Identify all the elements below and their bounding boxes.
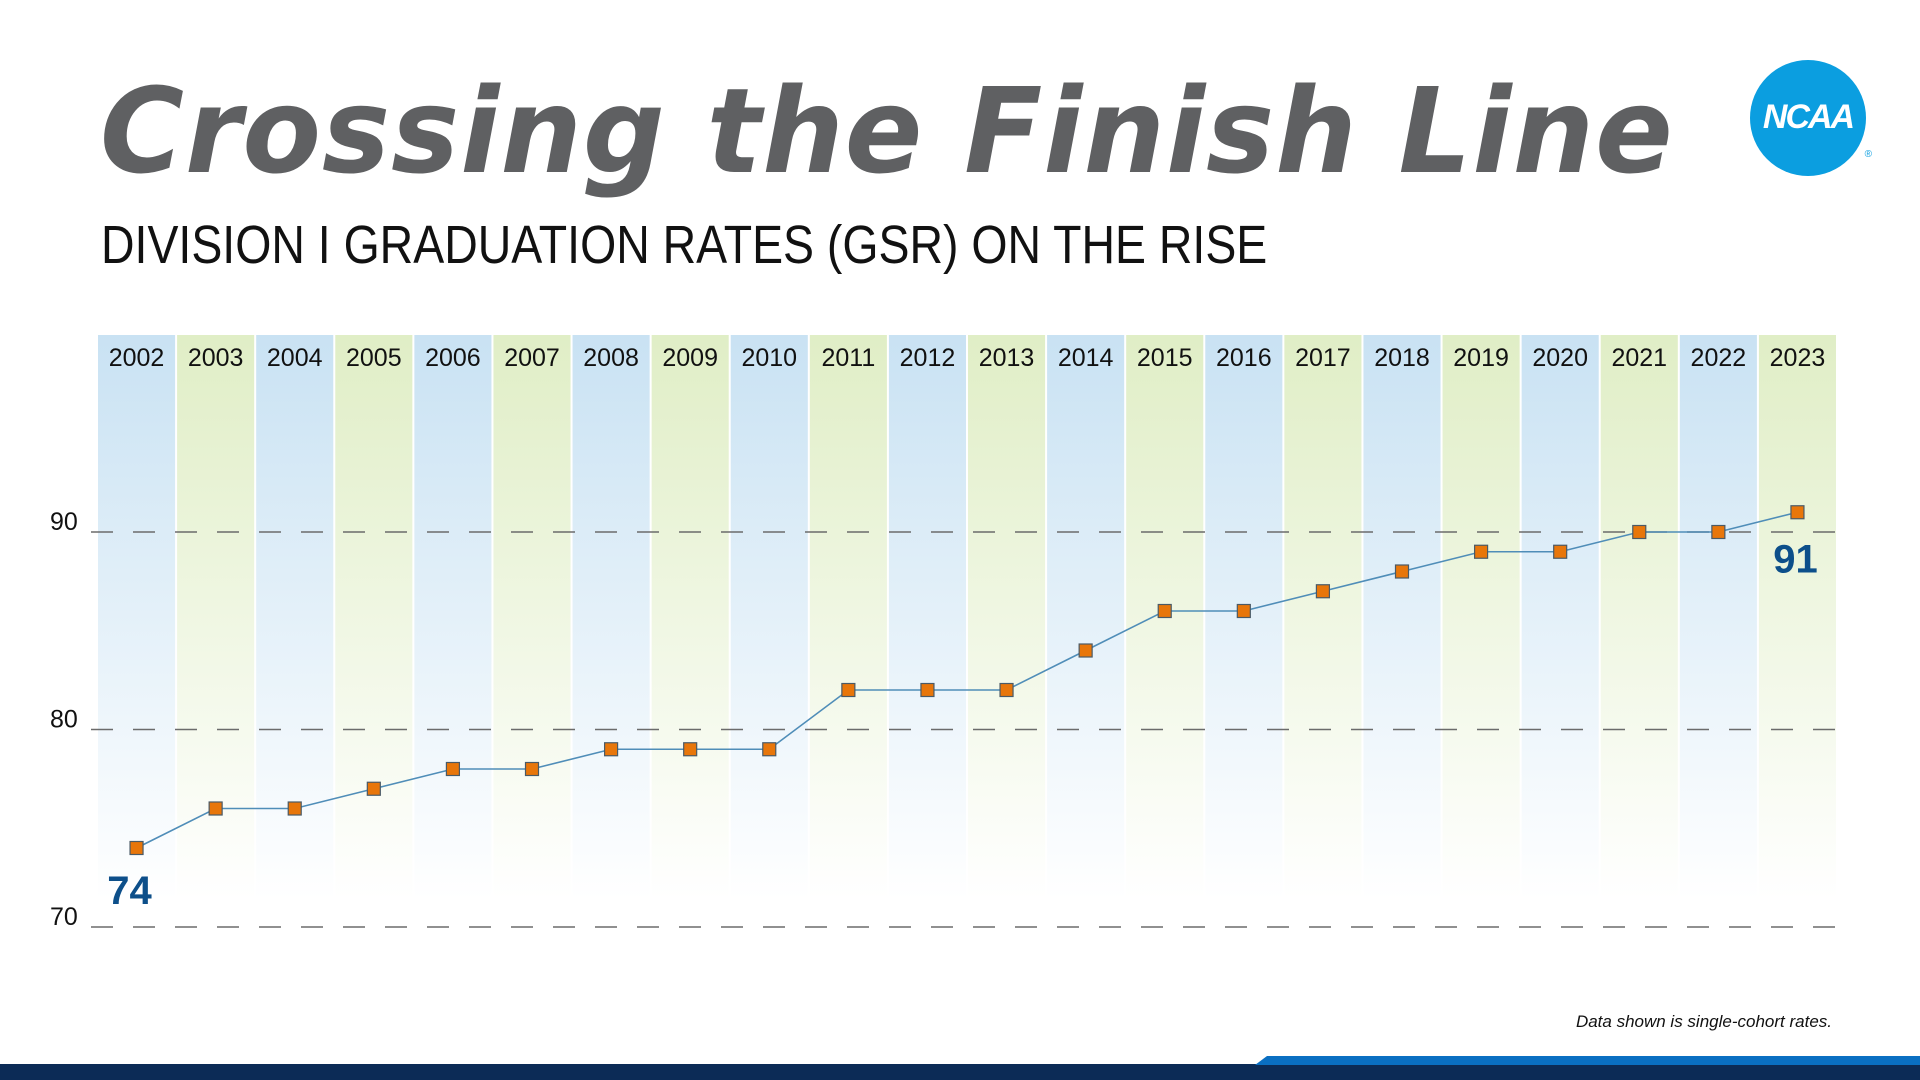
page-subtitle: DIVISION I GRADUATION RATES (GSR) ON THE… [101,215,1268,275]
data-point-marker [287,801,302,816]
x-tick-label: 2013 [979,344,1035,372]
data-point-marker [1078,643,1093,658]
data-point-marker [366,781,381,796]
data-point-marker [999,682,1014,698]
data-point-marker [1394,564,1410,579]
y-tick-label: 90 [50,508,78,536]
data-point-marker [1711,524,1726,540]
data-label: 74 [107,869,152,913]
year-band [493,335,571,900]
x-tick-label: 2023 [1770,344,1826,372]
data-point-marker [524,761,540,777]
year-band [1600,335,1678,900]
x-tick-label: 2017 [1295,344,1351,372]
year-band [809,335,887,900]
year-band [98,335,176,900]
year-band [1284,335,1362,900]
y-tick-label: 70 [50,903,78,931]
data-point-marker [1790,505,1805,520]
page-title: Crossing the Finish Line [100,62,1674,200]
data-point-marker [920,682,935,698]
data-point-marker [445,761,461,777]
year-band [1047,335,1125,900]
x-tick-label: 2007 [504,344,560,372]
year-band [651,335,729,900]
data-point-marker [1473,544,1489,559]
x-tick-label: 2021 [1611,344,1667,372]
x-tick-label: 2003 [188,344,244,372]
year-band [888,335,966,900]
year-band [414,335,492,900]
data-point-marker [129,840,144,856]
year-band [1442,335,1520,900]
x-tick-label: 2018 [1374,344,1430,372]
data-point-marker [841,682,856,698]
footer-accent-bar [1255,1056,1920,1065]
data-point-marker [1632,524,1647,540]
footnote: Data shown is single-cohort rates. [1575,1012,1832,1031]
year-band [572,335,650,900]
data-point-marker [1553,544,1568,559]
x-tick-label: 2005 [346,344,402,372]
year-band [968,335,1046,900]
year-band [1363,335,1441,900]
year-band [730,335,808,900]
data-label: 91 [1773,537,1818,581]
year-band [1679,335,1757,900]
y-tick-label: 80 [50,706,78,734]
data-point-marker [762,742,777,757]
x-tick-label: 2006 [425,344,481,372]
data-point-marker [683,742,698,757]
x-tick-label: 2020 [1532,344,1588,372]
x-tick-label: 2015 [1137,344,1193,372]
x-tick-label: 2012 [900,344,956,372]
x-tick-label: 2019 [1453,344,1509,372]
x-tick-label: 2022 [1691,344,1747,372]
data-point-marker [603,742,619,757]
x-tick-label: 2016 [1216,344,1272,372]
data-point-marker [1315,584,1331,599]
year-band [1758,335,1836,900]
x-tick-label: 2002 [109,344,165,372]
x-tick-label: 2010 [741,344,797,372]
x-tick-label: 2011 [821,344,875,372]
series-line [136,511,1798,849]
x-tick-label: 2014 [1058,344,1114,372]
logo-text: NCAA [1762,98,1855,136]
data-point-marker [1157,603,1172,619]
ncaa-logo: NCAA ® [1750,60,1872,176]
x-tick-label: 2004 [267,344,323,372]
year-band [335,335,413,900]
data-point-marker [1236,603,1251,619]
year-band [1521,335,1599,900]
x-tick-label: 2008 [583,344,639,372]
x-tick-label: 2009 [662,344,718,372]
data-point-marker [208,801,223,816]
footer-bar [0,1064,1920,1080]
